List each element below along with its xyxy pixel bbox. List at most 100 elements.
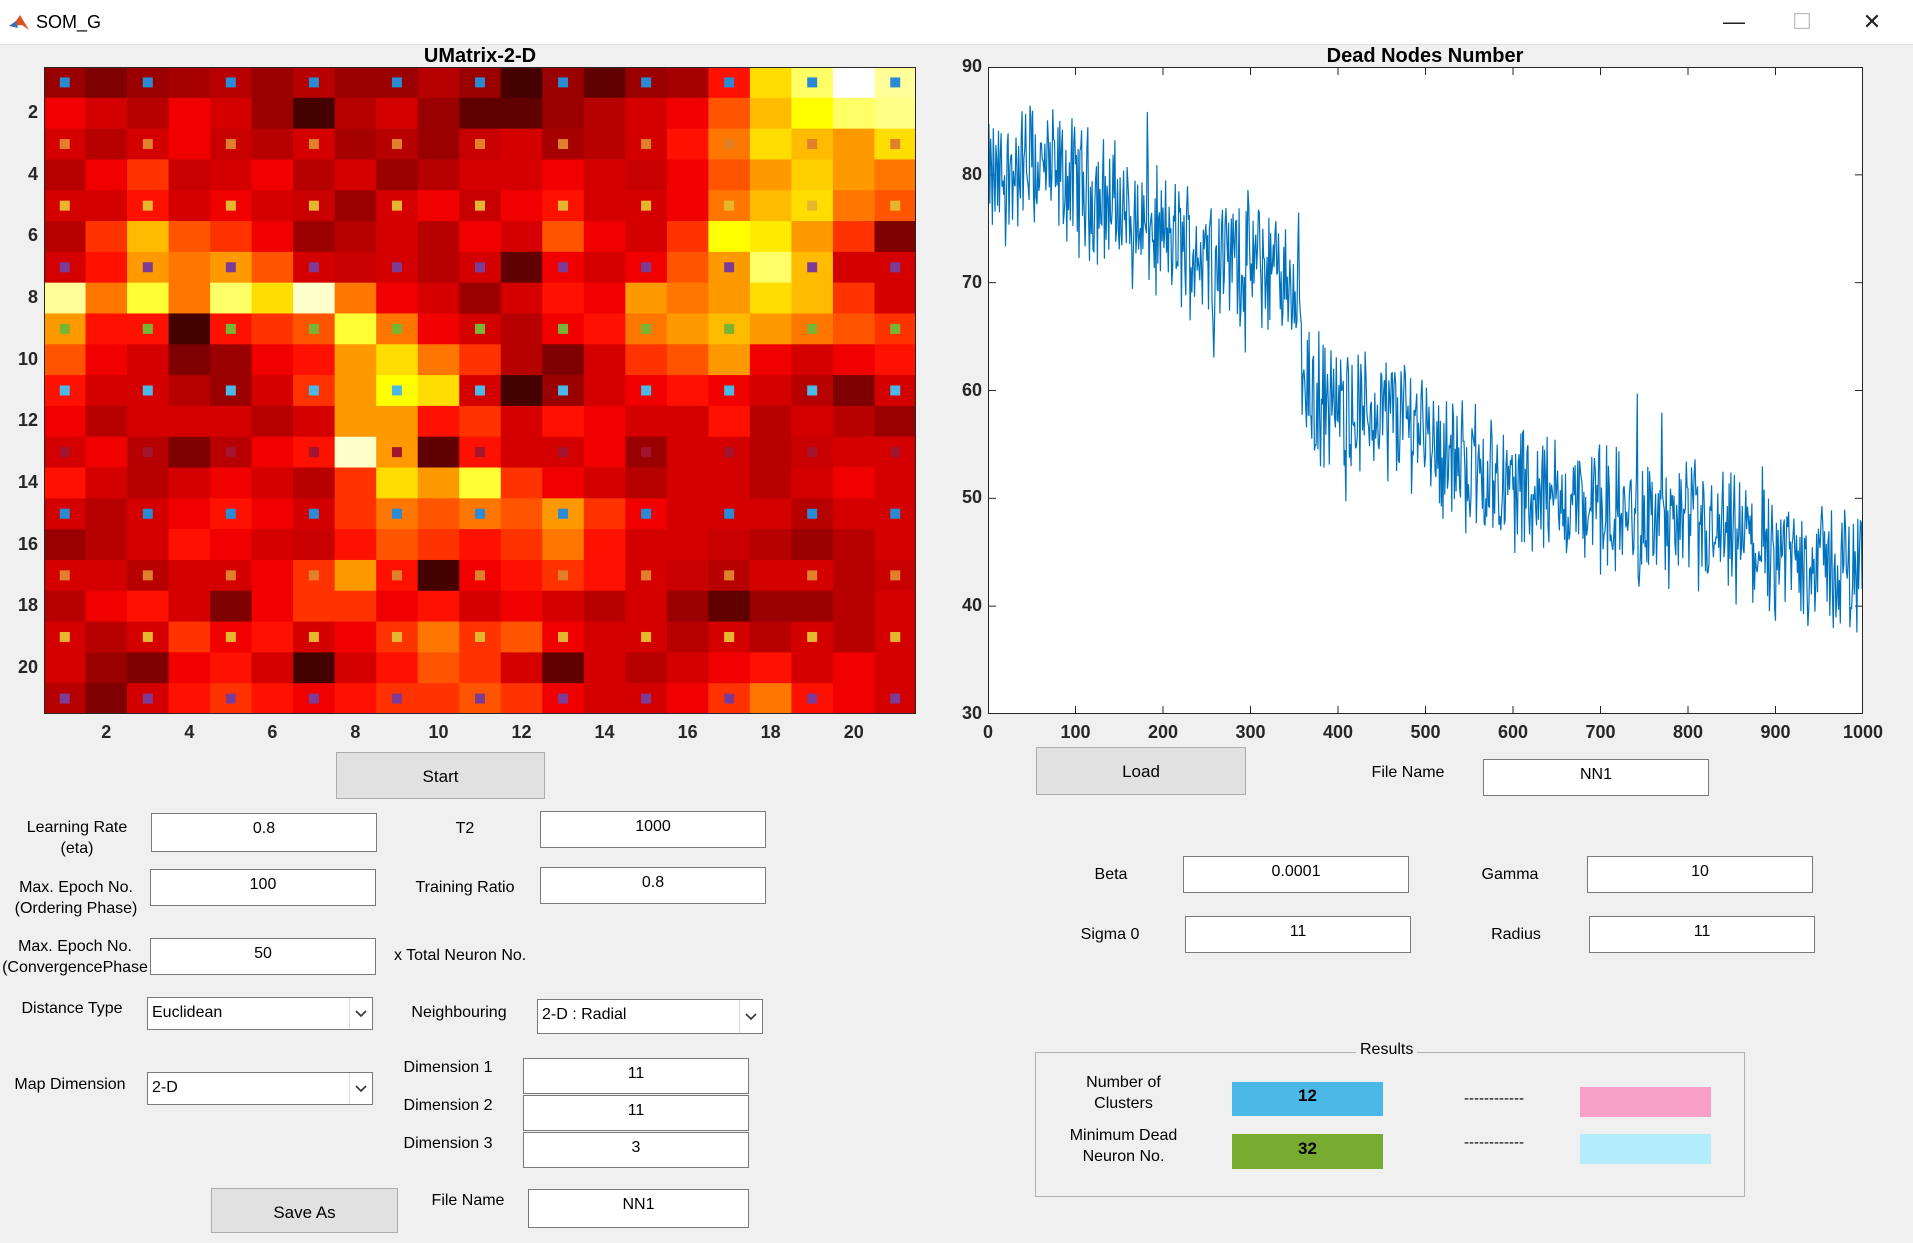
umatrix-cell bbox=[127, 405, 170, 438]
umatrix-cell bbox=[874, 467, 916, 499]
sigma0-field[interactable]: 11 bbox=[1185, 916, 1411, 953]
max-epoch-ordering-field[interactable]: 100 bbox=[150, 869, 376, 906]
chevron-down-icon[interactable] bbox=[349, 998, 372, 1029]
umatrix-cell bbox=[832, 251, 876, 284]
y-tick-label: 40 bbox=[961, 595, 982, 616]
umatrix-cell bbox=[749, 590, 793, 623]
neuron-marker bbox=[142, 631, 153, 642]
neuron-marker bbox=[724, 77, 735, 88]
umatrix-cell bbox=[85, 344, 128, 376]
beta-field[interactable]: 0.0001 bbox=[1183, 856, 1409, 893]
umatrix-cell bbox=[832, 405, 876, 438]
umatrix-cell bbox=[376, 344, 419, 376]
load-button[interactable]: Load bbox=[1036, 747, 1246, 795]
dimension-2-label: Dimension 2 bbox=[403, 1097, 493, 1114]
neuron-marker bbox=[724, 693, 735, 704]
neuron-marker bbox=[558, 385, 569, 396]
neuron-marker bbox=[724, 570, 735, 581]
neuron-marker bbox=[641, 631, 652, 642]
neuron-marker bbox=[308, 139, 319, 150]
start-button[interactable]: Start bbox=[336, 752, 545, 799]
neuron-marker bbox=[59, 447, 70, 458]
maximize-button[interactable]: ☐ bbox=[1792, 9, 1812, 34]
dimension-1-field[interactable]: 11 bbox=[523, 1058, 749, 1094]
neuron-marker bbox=[641, 77, 652, 88]
neuron-marker bbox=[807, 77, 818, 88]
umatrix-cell bbox=[85, 498, 128, 530]
neuron-marker bbox=[807, 631, 818, 642]
umatrix-cell bbox=[791, 652, 834, 684]
distance-type-dropdown[interactable]: Euclidean bbox=[147, 997, 373, 1030]
dimension-3-field[interactable]: 3 bbox=[523, 1132, 749, 1168]
umatrix-cell bbox=[44, 405, 87, 438]
umatrix-cell bbox=[749, 436, 793, 469]
neuron-marker bbox=[391, 570, 402, 581]
umatrix-cell bbox=[832, 221, 876, 253]
umatrix-cell bbox=[791, 405, 834, 438]
radius-field[interactable]: 11 bbox=[1589, 916, 1815, 953]
neuron-marker bbox=[225, 77, 236, 88]
umatrix-cell bbox=[583, 97, 626, 130]
max-epoch-convergence-field[interactable]: 50 bbox=[150, 938, 376, 975]
umatrix-cell bbox=[749, 529, 793, 561]
umatrix-cell bbox=[583, 251, 626, 284]
gamma-field[interactable]: 10 bbox=[1587, 856, 1813, 893]
neuron-marker bbox=[807, 139, 818, 150]
umatrix-cell bbox=[251, 405, 294, 438]
umatrix-cell bbox=[749, 251, 793, 284]
map-dimension-dropdown[interactable]: 2-D bbox=[147, 1072, 373, 1105]
umatrix-cell bbox=[542, 159, 585, 191]
y-tick-label: 8 bbox=[27, 287, 38, 308]
neighbouring-dropdown[interactable]: 2-D : Radial bbox=[537, 999, 763, 1034]
umatrix-cell bbox=[168, 128, 211, 161]
t2-field[interactable]: 1000 bbox=[540, 811, 766, 848]
umatrix-cell bbox=[210, 652, 253, 684]
save-as-button[interactable]: Save As bbox=[211, 1188, 398, 1233]
x-tick-label: 2 bbox=[101, 722, 112, 742]
neuron-marker bbox=[59, 77, 70, 88]
distance-type-label: Distance Type bbox=[21, 1000, 123, 1017]
minimize-button[interactable]: — bbox=[1723, 9, 1745, 34]
umatrix-cell bbox=[500, 375, 543, 407]
neuron-marker bbox=[59, 693, 70, 704]
neuron-marker bbox=[475, 447, 485, 458]
chevron-down-icon[interactable] bbox=[739, 1000, 762, 1033]
umatrix-cell bbox=[127, 467, 170, 499]
umatrix-cell bbox=[210, 405, 253, 438]
umatrix-cell bbox=[85, 652, 128, 684]
umatrix-cell bbox=[417, 621, 460, 653]
umatrix-cell bbox=[749, 683, 793, 714]
umatrix-cell bbox=[293, 159, 336, 191]
results-panel: Results bbox=[1035, 1041, 1745, 1197]
map-dimension-label: Map Dimension bbox=[14, 1076, 126, 1093]
umatrix-cell bbox=[500, 221, 543, 253]
umatrix-cell bbox=[251, 67, 294, 99]
umatrix-cell bbox=[376, 221, 419, 253]
y-tick-label: 18 bbox=[17, 595, 38, 616]
save-file-name-field[interactable]: NN1 bbox=[528, 1189, 749, 1228]
neuron-marker bbox=[308, 570, 319, 581]
umatrix-cell bbox=[334, 190, 377, 222]
umatrix-cell bbox=[500, 67, 543, 99]
load-file-name-field[interactable]: NN1 bbox=[1483, 759, 1709, 796]
umatrix-cell bbox=[44, 282, 87, 315]
umatrix-cell bbox=[293, 405, 336, 438]
neuron-marker bbox=[724, 447, 735, 458]
umatrix-cell bbox=[417, 590, 460, 623]
matlab-icon bbox=[9, 15, 29, 30]
umatrix-cell bbox=[85, 405, 128, 438]
neuron-marker bbox=[890, 570, 901, 581]
training-ratio-field[interactable]: 0.8 bbox=[540, 867, 766, 904]
dimension-2-field[interactable]: 11 bbox=[523, 1095, 749, 1131]
umatrix-cell bbox=[293, 652, 336, 684]
umatrix-cell bbox=[334, 436, 377, 469]
max-epoch-ordering-label: Max. Epoch No. (Ordering Phase) bbox=[14, 879, 138, 917]
min-dead-neuron-label: Minimum Dead Neuron No. bbox=[1069, 1127, 1178, 1165]
umatrix-cell bbox=[666, 559, 709, 592]
learning-rate-field[interactable]: 0.8 bbox=[151, 813, 377, 852]
umatrix-cell bbox=[334, 128, 377, 161]
umatrix-cell bbox=[417, 313, 460, 345]
umatrix-cell bbox=[666, 652, 709, 684]
chevron-down-icon[interactable] bbox=[349, 1073, 372, 1104]
close-button[interactable]: ✕ bbox=[1862, 9, 1882, 34]
